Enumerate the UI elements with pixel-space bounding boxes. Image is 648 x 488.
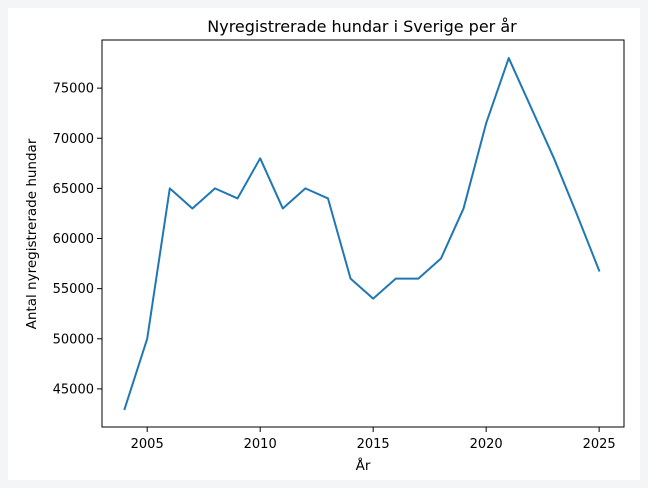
data-point xyxy=(258,156,262,160)
data-point xyxy=(371,297,375,301)
x-tick-label: 2025 xyxy=(583,437,616,452)
y-tick-label: 70000 xyxy=(53,132,94,147)
series-line xyxy=(123,57,601,411)
data-point xyxy=(439,257,443,261)
data-point xyxy=(326,196,330,200)
axis-ticks: 2005 2010 2015 2020 2025 45000 50000 55000 60000… xyxy=(53,82,616,452)
y-tick-label: 50000 xyxy=(53,332,94,347)
data-point xyxy=(552,156,556,160)
y-tick-label: 60000 xyxy=(53,232,94,247)
data-point xyxy=(597,269,601,273)
data-point xyxy=(484,121,488,125)
data-point xyxy=(123,407,127,411)
x-tick-label: 2005 xyxy=(131,437,164,452)
data-point xyxy=(575,211,579,215)
chart-figure: Nyregistrerade hundar i Sverige per år 2… xyxy=(8,8,640,480)
data-point xyxy=(394,277,398,281)
data-point xyxy=(145,337,149,341)
plot-area-frame xyxy=(101,39,625,428)
data-point xyxy=(303,186,307,190)
data-point xyxy=(213,186,217,190)
x-tick-label: 2020 xyxy=(470,437,503,452)
y-tick-label: 55000 xyxy=(53,282,94,297)
data-point xyxy=(190,206,194,210)
data-point xyxy=(236,196,240,200)
chart-title: Nyregistrerade hundar i Sverige per år xyxy=(207,17,517,36)
data-point xyxy=(507,56,511,60)
data-point xyxy=(416,277,420,281)
data-point xyxy=(462,206,466,210)
y-tick-label: 45000 xyxy=(53,382,94,397)
y-axis-title: Antal nyregistrerade hundar xyxy=(24,138,40,329)
line-chart: Nyregistrerade hundar i Sverige per år 2… xyxy=(24,17,625,474)
x-tick-label: 2010 xyxy=(244,437,277,452)
data-point xyxy=(168,186,172,190)
data-point xyxy=(529,106,533,110)
y-tick-label: 75000 xyxy=(53,82,94,97)
data-point xyxy=(281,206,285,210)
x-tick-label: 2015 xyxy=(357,437,390,452)
x-axis-title: År xyxy=(356,457,371,474)
series-layer xyxy=(123,56,601,411)
data-point xyxy=(349,277,353,281)
y-tick-label: 65000 xyxy=(53,182,94,197)
